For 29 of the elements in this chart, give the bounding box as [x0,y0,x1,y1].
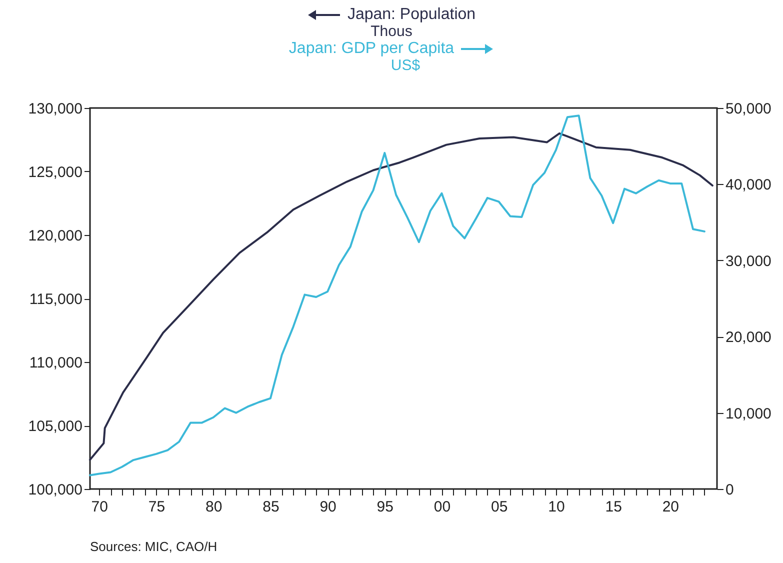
y2-tick-label: 30,000 [726,252,772,270]
x-tick-label: 00 [434,498,451,516]
y2-axis-title: US$ [390,57,422,74]
x-tick-label: 15 [605,498,622,516]
x-tick-label: 90 [320,498,336,516]
y-tick-label: 120,000 [28,228,82,244]
y-tick-label: 130,000 [28,100,82,118]
text: Japan: GDP per Capita [288,40,454,58]
source-note: Sources: MIC, CAO/H [90,539,218,554]
y2-tick-label: 50,000 [726,100,772,118]
y2-tick-label: 20,000 [726,329,772,346]
y2-tick-label: 40,000 [726,176,772,194]
y-tick-label: 115,000 [29,291,82,308]
x-tick-label: 70 [91,498,108,516]
y2-tick-label: 0 [726,482,734,498]
y-tick-label: 100,000 [28,482,82,498]
x-tick-label: 85 [262,498,280,516]
y-tick-label: 125,000 [28,164,82,181]
x-tick-label: 95 [376,498,394,516]
y-axis-title: Thous [370,23,414,40]
legend-label: Japan: Population [347,6,476,24]
x-tick-label: 10 [548,498,565,516]
x-tick-label: 20 [662,498,680,516]
y-tick-label: 105,000 [28,418,82,435]
y-tick-label: 110,000 [29,354,82,372]
y2-tick-label: 10,000 [726,405,772,422]
x-tick-label: 80 [206,498,222,516]
x-tick-label: 05 [491,498,508,516]
x-tick-label: 75 [148,498,166,516]
